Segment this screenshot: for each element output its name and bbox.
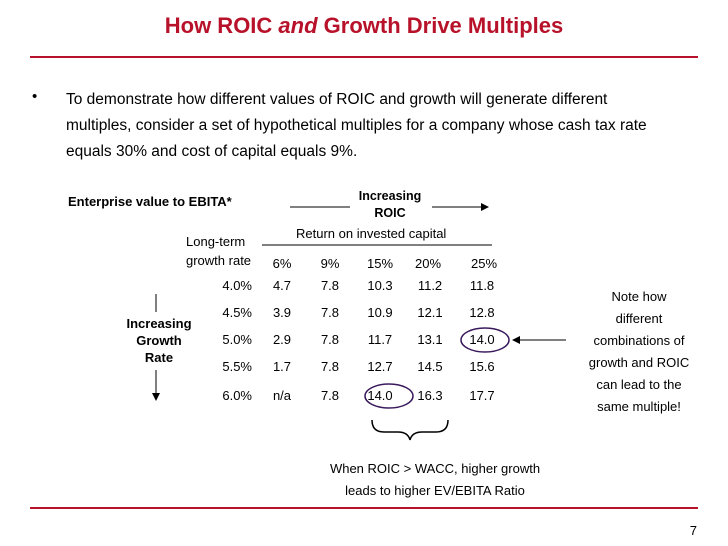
table-cell: 11.7 — [367, 332, 393, 347]
table-cell: 11.2 — [417, 278, 443, 293]
table-cell: 15.6 — [469, 359, 495, 374]
table-cell: 10.9 — [367, 305, 393, 320]
brace-caption: When ROIC > WACC, higher growth leads to … — [329, 461, 541, 498]
note-callout: Note how different combinations of growth a… — [588, 289, 690, 414]
growth-rate-header: Long-term growth rate — [186, 234, 252, 268]
column-header: 9% — [320, 256, 340, 271]
table-cell: 13.1 — [417, 332, 443, 347]
table-cell: 14.5 — [417, 359, 443, 374]
increasing-growth-label: Increasing Growth Rate — [126, 316, 192, 365]
page-number: 7 — [689, 523, 697, 538]
table-cell: 12.1 — [417, 305, 443, 320]
row-label: 6.0% — [222, 388, 252, 403]
table-cell: 1.7 — [272, 359, 292, 374]
highlight-circle — [460, 327, 510, 353]
table-cell: 16.3 — [417, 388, 443, 403]
table-cell: 14.0 — [367, 388, 393, 403]
row-label: 5.5% — [222, 359, 252, 374]
column-header: 20% — [414, 256, 442, 271]
row-label: 5.0% — [222, 332, 252, 347]
table-cell: 7.8 — [320, 388, 340, 403]
bullet-text: To demonstrate how different values of R… — [66, 91, 647, 160]
curly-brace — [371, 419, 449, 441]
bullet-dot: • — [32, 88, 38, 105]
table-cell: 10.3 — [367, 278, 393, 293]
page-title: How ROIC and Growth Drive Multiples — [164, 13, 564, 38]
footer-divider — [30, 507, 698, 509]
table-cell: 2.9 — [272, 332, 292, 347]
table-caption: Enterprise value to EBITA* — [68, 194, 232, 209]
table-cell: 4.7 — [272, 278, 292, 293]
table-cell: 17.7 — [469, 388, 495, 403]
increasing-roic-label: Increasing ROIC — [358, 189, 422, 220]
table-cell: 11.8 — [469, 278, 495, 293]
table-cell: 12.7 — [367, 359, 393, 374]
title-divider — [30, 56, 698, 58]
table-cell: 7.8 — [320, 278, 340, 293]
column-header: 25% — [470, 256, 498, 271]
column-header: 6% — [272, 256, 292, 271]
table-cell: 7.8 — [320, 359, 340, 374]
column-header: 15% — [366, 256, 394, 271]
table-cell: 7.8 — [320, 332, 340, 347]
highlight-circle — [364, 383, 414, 409]
row-label: 4.0% — [222, 278, 252, 293]
row-label: 4.5% — [222, 305, 252, 320]
table-cell: n/a — [272, 388, 292, 403]
table-cell: 3.9 — [272, 305, 292, 320]
table-cell: 7.8 — [320, 305, 340, 320]
roic-header: Return on invested capital — [296, 226, 447, 241]
table-cell: 14.0 — [469, 332, 495, 347]
table-cell: 12.8 — [469, 305, 495, 320]
